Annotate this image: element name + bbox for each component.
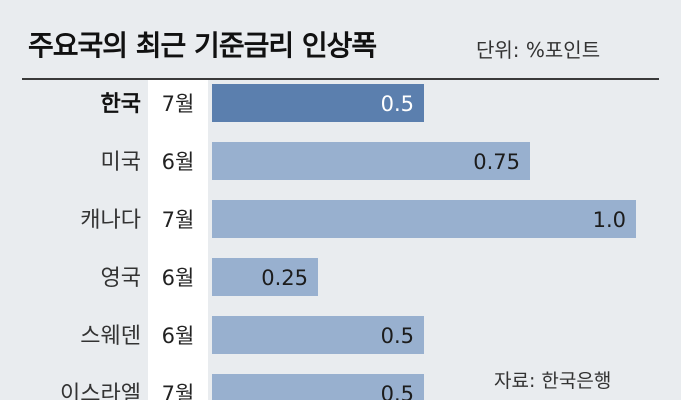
bar: [212, 84, 424, 122]
bar: [212, 142, 530, 180]
bar: [212, 258, 318, 296]
country-label: 미국: [101, 150, 141, 175]
country-label: 캐나다: [80, 208, 141, 233]
month-column: [148, 80, 208, 400]
country-label: 한국: [101, 92, 141, 117]
value-label: 0.5: [381, 324, 414, 348]
value-label: 0.75: [473, 150, 520, 174]
source-label: 자료: 한국은행: [494, 370, 612, 392]
month-label: 7월: [162, 382, 195, 400]
country-label: 이스라엘: [60, 382, 141, 400]
month-label: 6월: [162, 324, 195, 348]
month-label: 7월: [162, 92, 195, 116]
chart-title: 주요국의 최근 기준금리 인상폭: [28, 29, 377, 62]
bar: [212, 200, 636, 238]
value-label: 0.25: [261, 266, 308, 290]
month-label: 6월: [162, 266, 195, 290]
bar: [212, 316, 424, 354]
value-label: 0.5: [381, 382, 414, 400]
value-label: 0.5: [381, 92, 414, 116]
unit-label: 단위: %포인트: [476, 38, 601, 62]
country-label: 영국: [101, 266, 141, 291]
bar: [212, 374, 424, 400]
month-label: 7월: [162, 208, 195, 232]
country-label: 스웨덴: [80, 324, 141, 349]
value-label: 1.0: [593, 208, 626, 232]
title-divider: [22, 78, 659, 80]
month-label: 6월: [162, 150, 195, 174]
